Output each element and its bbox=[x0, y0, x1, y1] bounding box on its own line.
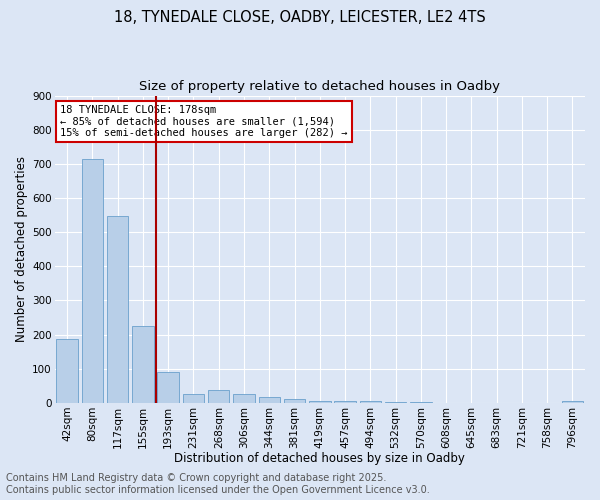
Bar bbox=[385, 402, 406, 403]
Text: 18 TYNEDALE CLOSE: 178sqm
← 85% of detached houses are smaller (1,594)
15% of se: 18 TYNEDALE CLOSE: 178sqm ← 85% of detac… bbox=[60, 105, 347, 138]
Bar bbox=[410, 402, 431, 403]
Bar bbox=[233, 394, 255, 403]
Bar bbox=[56, 338, 78, 403]
Text: 18, TYNEDALE CLOSE, OADBY, LEICESTER, LE2 4TS: 18, TYNEDALE CLOSE, OADBY, LEICESTER, LE… bbox=[114, 10, 486, 25]
Bar bbox=[284, 399, 305, 403]
Text: Contains HM Land Registry data © Crown copyright and database right 2025.
Contai: Contains HM Land Registry data © Crown c… bbox=[6, 474, 430, 495]
Title: Size of property relative to detached houses in Oadby: Size of property relative to detached ho… bbox=[139, 80, 500, 93]
Bar bbox=[334, 401, 356, 403]
Bar bbox=[183, 394, 204, 403]
Bar bbox=[309, 401, 331, 403]
Bar bbox=[157, 372, 179, 403]
Bar bbox=[132, 326, 154, 403]
Y-axis label: Number of detached properties: Number of detached properties bbox=[15, 156, 28, 342]
Bar bbox=[359, 401, 381, 403]
Bar bbox=[208, 390, 229, 403]
Bar bbox=[562, 401, 583, 403]
Bar bbox=[82, 159, 103, 403]
Bar bbox=[107, 216, 128, 403]
Bar bbox=[259, 397, 280, 403]
X-axis label: Distribution of detached houses by size in Oadby: Distribution of detached houses by size … bbox=[175, 452, 465, 465]
